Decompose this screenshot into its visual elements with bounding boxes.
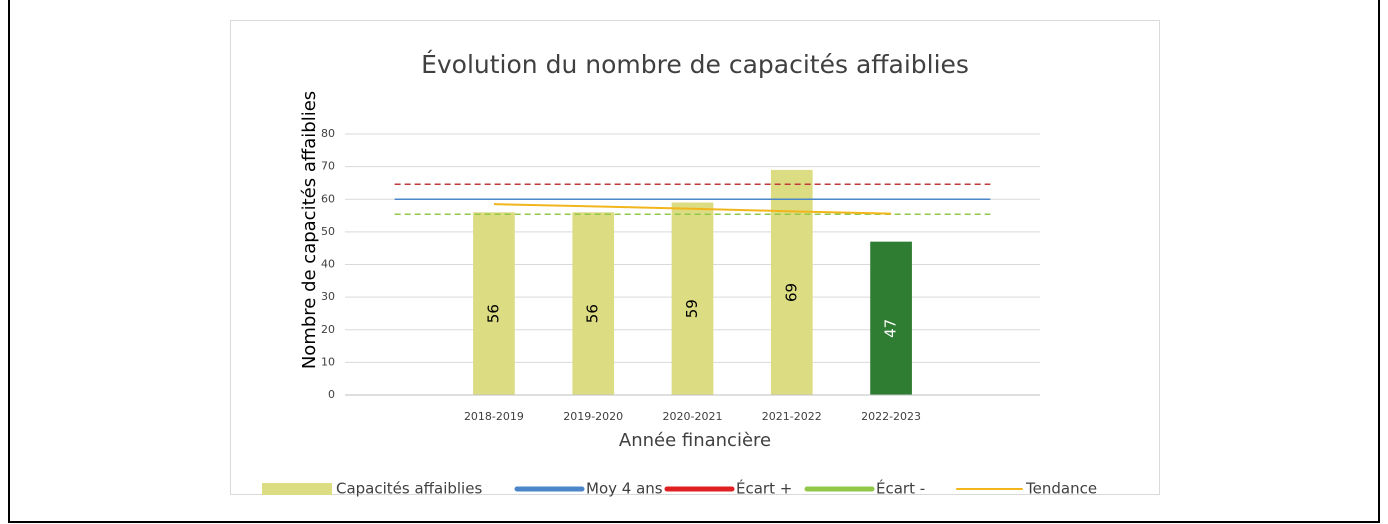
bar bbox=[770, 169, 813, 395]
bar bbox=[572, 212, 615, 395]
bar bbox=[870, 241, 912, 395]
x-tick-label: 2019-2020 bbox=[563, 410, 623, 423]
y-tick-label: 40 bbox=[321, 258, 335, 271]
y-tick-label: 50 bbox=[321, 225, 335, 238]
data-label: 69 bbox=[782, 283, 800, 302]
y-tick-label: 20 bbox=[321, 323, 335, 336]
y-tick-label: 80 bbox=[321, 127, 335, 140]
chart-title: Évolution du nombre de capacités affaibl… bbox=[421, 50, 969, 79]
y-tick-label: 0 bbox=[328, 388, 335, 401]
data-label: 47 bbox=[882, 319, 900, 338]
bar bbox=[671, 202, 714, 395]
data-label: 56 bbox=[584, 304, 602, 323]
legend-label: Écart + bbox=[736, 479, 792, 498]
y-tick-label: 30 bbox=[321, 290, 335, 303]
x-axis-label: Année financière bbox=[619, 430, 771, 451]
frame bbox=[8, 0, 1380, 523]
y-tick-label: 10 bbox=[321, 355, 335, 368]
y-tick-label: 60 bbox=[321, 192, 335, 205]
data-label: 56 bbox=[484, 304, 502, 323]
x-tick-label: 2022-2023 bbox=[861, 410, 921, 423]
data-label: 59 bbox=[683, 299, 701, 318]
series-line bbox=[493, 203, 892, 215]
bar bbox=[473, 212, 515, 395]
y-axis-label: Nombre de capacités affaiblies bbox=[299, 91, 320, 369]
legend-swatch bbox=[262, 483, 332, 495]
legend-label: Tendance bbox=[1025, 480, 1097, 498]
x-tick-label: 2021-2022 bbox=[762, 410, 822, 423]
x-tick-label: 2018-2019 bbox=[464, 410, 524, 423]
legend-label: Capacités affaiblies bbox=[336, 480, 482, 498]
x-tick-label: 2020-2021 bbox=[663, 410, 723, 423]
y-tick-label: 70 bbox=[321, 160, 335, 173]
legend-label: Moy 4 ans bbox=[586, 480, 663, 498]
legend-label: Écart - bbox=[876, 479, 925, 498]
